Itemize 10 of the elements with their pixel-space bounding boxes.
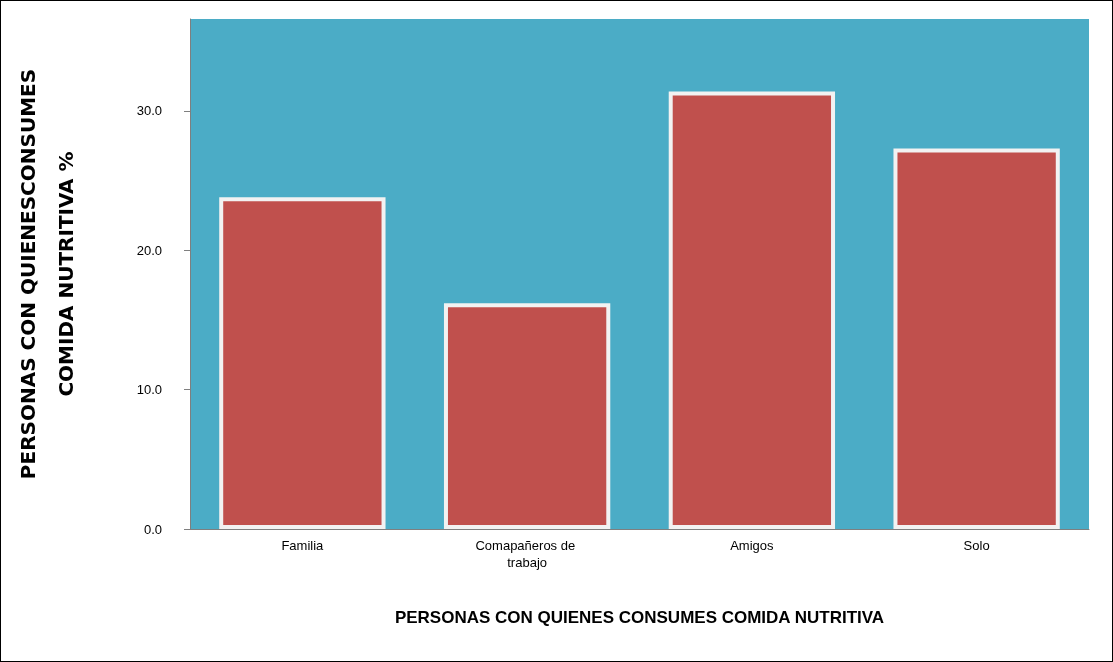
x-tick-label: Familia: [281, 538, 325, 553]
y-tick-label: 20.0: [136, 242, 162, 258]
x-tick-label: Solo: [963, 538, 990, 553]
y-tick-label: 10.0: [136, 382, 162, 398]
y-tick-label: 30.0: [136, 103, 162, 119]
x-axis-title: PERSONAS CON QUIENES CONSUMES COMIDA NUTRITIVA: [394, 608, 885, 627]
y-tick-label: 0.0: [143, 521, 162, 537]
x-tick-label: Comapañeros de trabajo: [475, 538, 579, 570]
x-tick-label: Amigos: [730, 538, 775, 553]
y-axis-title: PERSONAS CON QUIENESCONSUMES COMIDA NUTRITIVA %: [16, 68, 78, 480]
